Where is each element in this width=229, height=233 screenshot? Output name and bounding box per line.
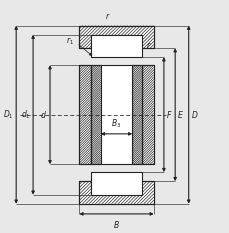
Bar	[141, 65, 153, 164]
Text: $r_1$: $r_1$	[66, 36, 74, 47]
Bar	[91, 35, 141, 57]
Text: $E$: $E$	[176, 109, 183, 120]
Bar	[91, 172, 141, 195]
Bar	[79, 26, 153, 48]
Text: $D$: $D$	[191, 109, 198, 120]
Bar	[79, 181, 153, 204]
Text: $r$: $r$	[104, 11, 110, 21]
Bar	[79, 181, 153, 204]
Text: $F$: $F$	[165, 109, 172, 120]
Bar	[132, 65, 141, 164]
Text: $B_3$: $B_3$	[111, 117, 121, 130]
Text: $D_1$: $D_1$	[3, 108, 14, 121]
Bar	[141, 65, 153, 164]
Bar	[79, 65, 91, 164]
Text: $r$: $r$	[145, 40, 151, 50]
Bar	[79, 65, 91, 164]
Bar	[132, 65, 141, 164]
Text: $d$: $d$	[40, 109, 47, 120]
Bar	[79, 26, 153, 48]
Text: $d_1$: $d_1$	[21, 108, 30, 121]
Bar	[91, 65, 100, 164]
Bar	[91, 65, 100, 164]
Text: $B$: $B$	[113, 219, 119, 230]
Bar	[100, 65, 132, 164]
